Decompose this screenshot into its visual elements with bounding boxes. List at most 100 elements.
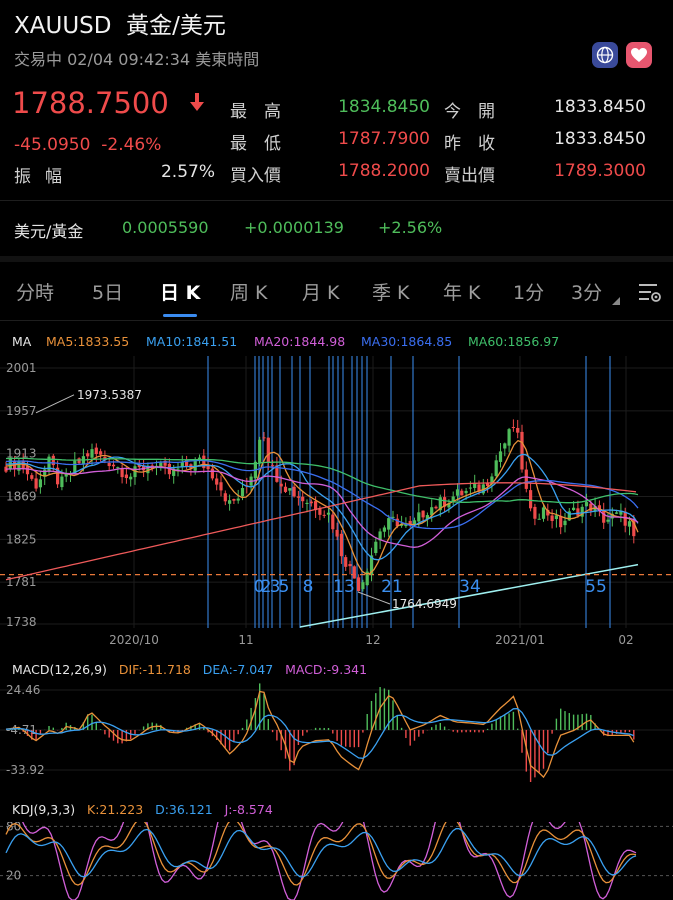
kdj-chart[interactable]: 80 20 [0, 822, 673, 900]
divider [0, 200, 673, 201]
candle [116, 467, 120, 469]
candle [473, 483, 477, 489]
ma20-legend: MA20:1844.98 [254, 334, 346, 349]
candle [584, 502, 589, 507]
y-tick-label: 1913 [6, 447, 37, 461]
macd-dea-line [5, 707, 635, 759]
ratio-percent: +2.56% [378, 218, 443, 237]
y-tick-label: 1781 [6, 575, 37, 589]
candle [210, 468, 214, 479]
candle [503, 443, 507, 449]
heart-icon[interactable] [626, 42, 652, 68]
candle [215, 478, 219, 485]
tab-1min[interactable]: 1分 [513, 282, 545, 304]
tab-5day[interactable]: 5日 [92, 282, 124, 304]
kdj-k-line [5, 822, 637, 886]
ratio-change: +0.0000139 [244, 218, 344, 237]
candle [460, 490, 464, 496]
globe-icon[interactable] [592, 42, 618, 68]
stat-high-value: 1834.8450 [338, 97, 430, 117]
high-annotation: 1973.5387 [77, 388, 142, 402]
candle [615, 512, 619, 514]
high-marker-line [35, 394, 75, 414]
candle [159, 462, 163, 468]
candle [232, 498, 236, 501]
fib-count-label: 2 [261, 577, 272, 597]
last-price: 1788.7500 [12, 86, 169, 120]
candle [494, 460, 498, 476]
candle [124, 474, 128, 479]
candle [30, 475, 34, 479]
candle [602, 510, 606, 523]
candle [197, 457, 202, 460]
candle [520, 431, 524, 470]
kdj-y-tick: 20 [6, 869, 21, 883]
candle [77, 458, 81, 464]
candle [60, 476, 64, 488]
candle [228, 500, 232, 504]
candle [90, 449, 94, 458]
macd-y-tick: -33.92 [6, 763, 45, 777]
candle [597, 505, 601, 510]
candle [34, 478, 38, 489]
candle [240, 487, 245, 497]
fib-count-label: 21 [381, 577, 403, 597]
candle [369, 555, 374, 575]
tab-3min[interactable]: 3分 [571, 282, 603, 304]
candle [606, 519, 610, 522]
ma10-legend: MA10:1841.51 [146, 334, 238, 349]
candle [589, 503, 593, 511]
ma30-legend: MA30:1864.85 [361, 334, 453, 349]
candle [271, 465, 275, 467]
candle [331, 514, 335, 530]
candle [490, 476, 494, 485]
candle [554, 515, 558, 520]
candle [176, 468, 180, 470]
period-tabs: 分時 5日 日 K 周 K 月 K 季 K 年 K 1分 3分 [0, 262, 673, 320]
candle [172, 468, 176, 476]
candle [279, 483, 283, 487]
symbol: XAUUSD [14, 13, 112, 39]
macd-title: MACD(12,26,9) [12, 662, 107, 677]
triangle-down-icon[interactable] [612, 290, 620, 309]
candle [537, 518, 541, 520]
ma-long-line [5, 482, 637, 581]
ratio-value: 0.0005590 [122, 218, 209, 237]
amplitude-value: 2.57% [160, 162, 215, 182]
amplitude-label: 振幅 [14, 167, 76, 187]
x-tick-label: 2021/01 [495, 633, 545, 647]
candle [468, 487, 472, 489]
candle [258, 439, 262, 463]
y-tick-label: 1825 [6, 532, 37, 546]
candle [382, 527, 386, 532]
macd-chart[interactable]: 24.46 -4.71 -33.92 [0, 682, 673, 782]
candle [94, 447, 98, 455]
fib-count-label: 8 [303, 577, 314, 597]
candle [365, 571, 369, 586]
candle [51, 455, 55, 466]
candle [301, 496, 305, 502]
macd-value: MACD:-9.341 [285, 662, 368, 677]
candle [129, 476, 133, 480]
chart-settings-icon[interactable] [638, 282, 662, 308]
candle [202, 455, 206, 469]
instrument-title: XAUUSD 黃金/美元 [14, 6, 226, 40]
stat-prev-close-label: 昨 收 [444, 134, 495, 154]
tab-monthly-k[interactable]: 月 K [302, 282, 340, 304]
tab-weekly-k[interactable]: 周 K [230, 282, 268, 304]
ma5-legend: MA5:1833.55 [46, 334, 130, 349]
candle [425, 515, 429, 520]
candle [357, 577, 361, 592]
stat-bid-value: 1788.2000 [338, 161, 430, 181]
candle [516, 427, 520, 433]
tab-daily-k[interactable]: 日 K [160, 282, 201, 304]
tab-yearly-k[interactable]: 年 K [443, 282, 481, 304]
candle [408, 520, 412, 526]
tab-intraday[interactable]: 分時 [16, 282, 55, 304]
divider [0, 320, 673, 321]
kline-chart[interactable]: 2001 1957 1913 1869 1825 1781 1738 2020/10 11 12 2… [0, 356, 673, 656]
tab-quarterly-k[interactable]: 季 K [372, 282, 410, 304]
candle [421, 510, 425, 518]
candle [266, 437, 270, 463]
candle [283, 486, 288, 492]
